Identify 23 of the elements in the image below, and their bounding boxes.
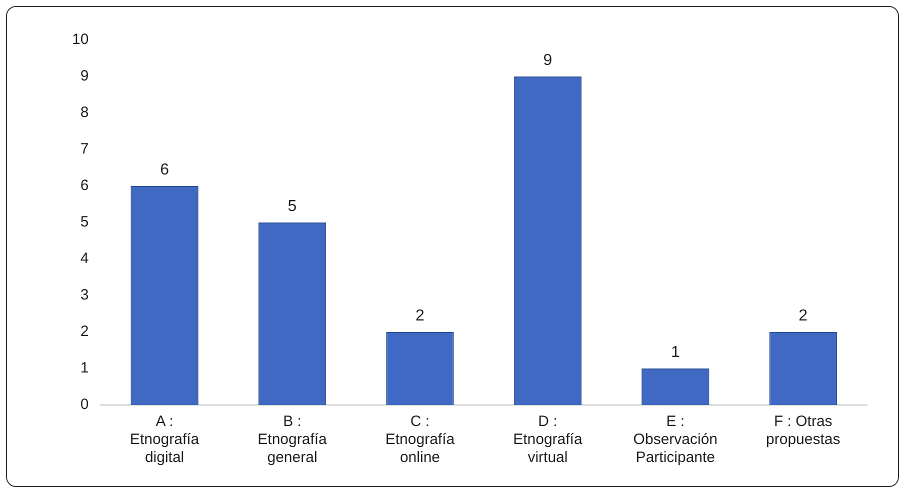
data-label: 6 xyxy=(160,161,170,178)
y-tick-label: 9 xyxy=(80,68,89,85)
data-label: 2 xyxy=(798,307,808,324)
x-tick-label: A : Etnografía digital xyxy=(130,413,200,466)
x-tick-label: D : Etnografía virtual xyxy=(513,413,583,466)
data-label: 5 xyxy=(288,198,297,215)
x-tick-label: E : Observación Participante xyxy=(633,413,718,466)
y-tick-label: 10 xyxy=(72,31,89,48)
y-tick-label: 6 xyxy=(80,177,89,194)
x-tick-label: F : Otras propuestas xyxy=(766,413,840,448)
x-tick-label: B : Etnografía general xyxy=(258,413,328,466)
x-tick-label: C : Etnografía online xyxy=(385,413,456,466)
data-label: 2 xyxy=(416,307,425,324)
y-tick-label: 8 xyxy=(80,104,89,122)
data-label: 1 xyxy=(670,344,680,361)
y-tick-label: 0 xyxy=(80,396,89,414)
y-tick-label: 2 xyxy=(80,323,89,340)
y-tick-label: 5 xyxy=(80,214,89,231)
y-tick-label: 3 xyxy=(80,286,89,304)
y-tick-label: 1 xyxy=(80,360,89,377)
y-tick-label: 7 xyxy=(80,140,89,158)
data-label: 9 xyxy=(543,52,552,69)
y-tick-label: 4 xyxy=(80,250,89,268)
